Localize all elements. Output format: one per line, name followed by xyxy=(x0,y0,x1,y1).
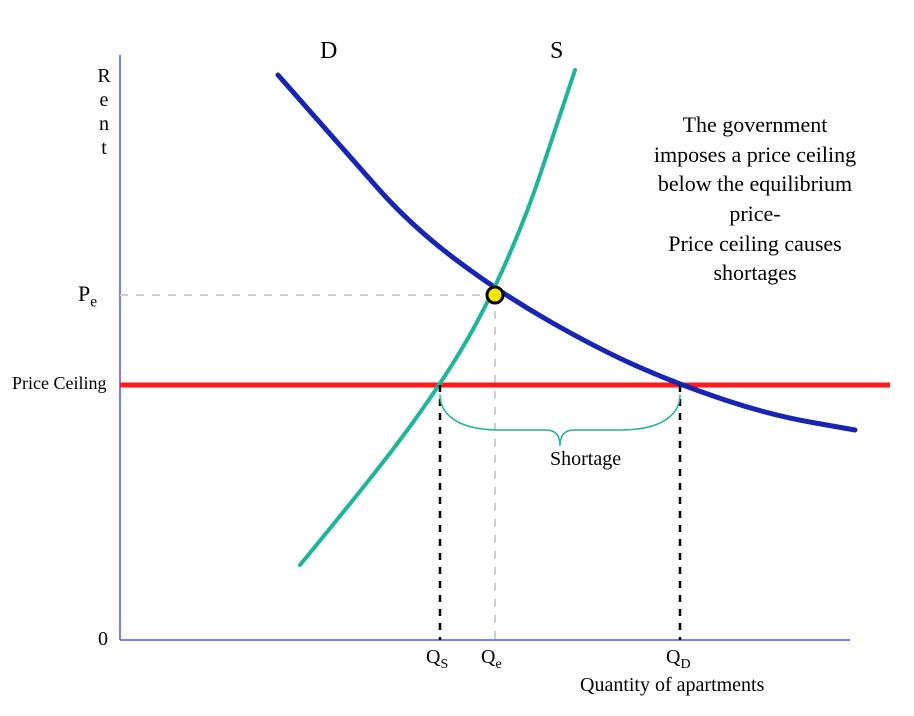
qd-sub: D xyxy=(680,657,690,672)
origin-label: 0 xyxy=(98,628,108,651)
qe-sub: e xyxy=(495,657,501,672)
y-axis-label: Rent xyxy=(92,65,115,161)
equilibrium-point xyxy=(487,287,503,303)
x-axis-label: Quantity of apartments xyxy=(580,674,764,697)
caption-text: The governmentimposes a price ceilingbel… xyxy=(625,110,885,288)
qd-label: QD xyxy=(666,646,691,673)
shortage-brace xyxy=(440,395,680,446)
supply-label: S xyxy=(550,38,563,65)
qe-label: Qe xyxy=(481,646,502,673)
qd-main: Q xyxy=(666,646,680,668)
chart-svg xyxy=(0,0,914,716)
qe-main: Q xyxy=(481,646,495,668)
pe-main: P xyxy=(78,281,90,306)
pe-sub: e xyxy=(90,293,97,310)
qs-sub: S xyxy=(440,657,448,672)
qs-main: Q xyxy=(426,646,440,668)
demand-label: D xyxy=(320,38,337,65)
price-ceiling-label: Price Ceiling xyxy=(12,373,106,394)
qs-label: QS xyxy=(426,646,448,673)
price-ceiling-chart: Rent D S Pe Price Ceiling Shortage 0 QS … xyxy=(0,0,914,716)
shortage-label: Shortage xyxy=(550,448,621,471)
equilibrium-guides xyxy=(120,295,495,640)
pe-label: Pe xyxy=(78,281,97,311)
